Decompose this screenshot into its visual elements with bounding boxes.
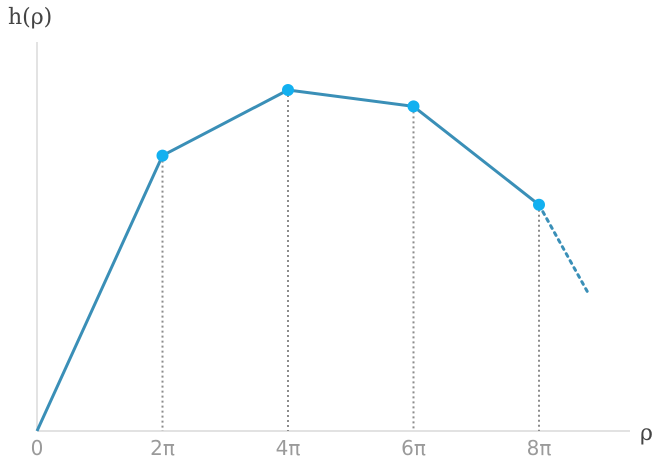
x-tick-label: 4π [276,436,301,460]
x-tick-label: 0 [31,436,44,460]
droplines [161,90,540,431]
y-axis-title: h(ρ) [8,5,52,30]
data-point-3 [407,100,420,113]
data-point-1 [156,149,169,162]
data-point-4 [533,198,545,211]
data-point-2 [282,84,295,96]
x-tick-label: 8π [527,436,552,460]
x-tick-label: 6π [401,436,426,460]
series-layer [35,88,590,432]
series-continuation [537,203,590,295]
x-tick-label: 2π [150,436,175,460]
marker-layer [156,84,545,211]
x-axis-title: ρ [640,421,653,446]
tick-labels: 0 2π 4π 6π 8π [31,436,552,460]
